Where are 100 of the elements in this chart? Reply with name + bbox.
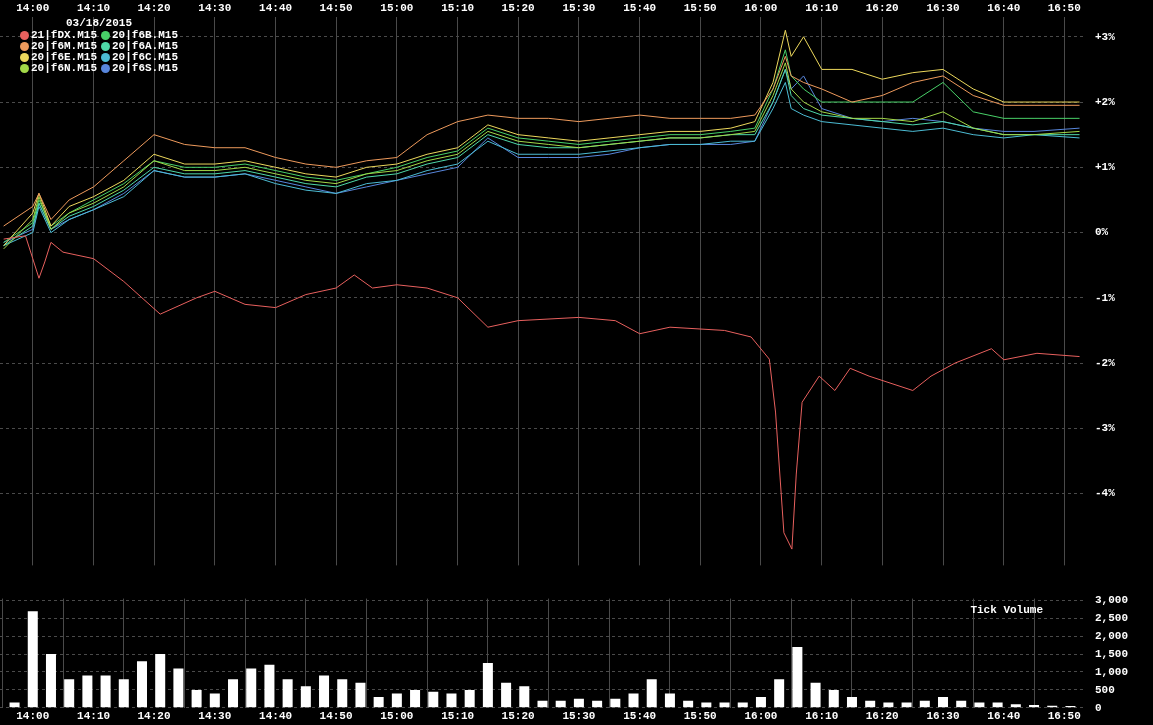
y-tick-label: 3,000 <box>1095 594 1129 607</box>
y-tick-label: 500 <box>1095 683 1115 696</box>
bar <box>264 664 275 708</box>
bar <box>282 679 293 708</box>
legend-label: 20|f6N.M15 <box>31 62 98 74</box>
x-tick-label: 16:30 <box>926 710 960 723</box>
bar <box>482 663 493 708</box>
x-tick-label: 15:50 <box>683 2 717 15</box>
bar <box>9 702 20 708</box>
bar <box>792 646 803 708</box>
x-tick-label: 15:40 <box>623 710 657 723</box>
legend-label: 20|f6M.M15 <box>31 40 98 52</box>
bar <box>737 702 748 708</box>
legend-label: 20|f6C.M15 <box>112 51 179 63</box>
bar <box>774 679 785 708</box>
bar <box>428 691 439 708</box>
y-tick-label: 2,500 <box>1095 612 1129 625</box>
y-tick-label: 1,000 <box>1095 665 1129 678</box>
y-tick-label: -3% <box>1095 422 1116 435</box>
x-tick-label: 15:30 <box>562 710 596 723</box>
bar <box>519 686 530 708</box>
bar <box>610 698 621 708</box>
x-tick-label: 14:00 <box>16 2 50 15</box>
bar <box>228 679 239 708</box>
y-tick-label: +2% <box>1095 95 1116 108</box>
legend-label: 21|fDX.M15 <box>31 29 98 41</box>
annotation: Tick Volume <box>970 603 1044 616</box>
bar <box>118 679 129 708</box>
bar <box>683 700 694 708</box>
legend-label: 20|f6B.M15 <box>112 29 179 41</box>
bar <box>27 611 38 708</box>
x-tick-label: 14:00 <box>16 710 50 723</box>
bar <box>136 661 147 708</box>
x-tick-label: 15:30 <box>562 2 596 15</box>
x-tick-label: 16:30 <box>926 2 960 15</box>
bar <box>701 702 712 708</box>
x-tick-label: 15:10 <box>441 2 475 15</box>
x-tick-label: 16:00 <box>744 710 778 723</box>
x-tick-label: 15:50 <box>683 710 717 723</box>
bar <box>319 675 330 708</box>
bar <box>82 675 93 708</box>
legend-label: 20|f6E.M15 <box>31 51 98 63</box>
x-tick-label: 14:40 <box>259 710 293 723</box>
bar <box>355 682 366 708</box>
bar <box>573 698 584 708</box>
bar <box>938 697 949 708</box>
bar <box>974 702 985 708</box>
y-tick-label: 1,500 <box>1095 647 1129 660</box>
y-tick-label: 2,000 <box>1095 629 1129 642</box>
x-tick-label: 14:40 <box>259 2 293 15</box>
bar <box>628 693 639 708</box>
bar <box>1010 704 1021 708</box>
x-tick-label: 15:10 <box>441 710 475 723</box>
bar <box>555 700 566 708</box>
x-tick-label: 16:40 <box>987 710 1021 723</box>
y-tick-label: 0% <box>1095 226 1109 239</box>
bar <box>883 702 894 708</box>
bar <box>846 697 857 708</box>
x-tick-label: 15:00 <box>380 710 414 723</box>
bar <box>592 700 603 708</box>
bar <box>391 693 402 708</box>
legend-label: 20|f6S.M15 <box>112 62 179 74</box>
bar <box>828 689 839 708</box>
y-tick-label: +1% <box>1095 161 1116 174</box>
x-tick-label: 15:40 <box>623 2 657 15</box>
x-tick-label: 15:00 <box>380 2 414 15</box>
bar <box>755 697 766 708</box>
x-tick-label: 14:10 <box>77 710 111 723</box>
bar <box>155 654 166 708</box>
x-tick-label: 16:10 <box>805 2 839 15</box>
x-tick-label: 14:30 <box>198 710 232 723</box>
x-tick-label: 16:40 <box>987 2 1021 15</box>
bar <box>191 689 202 708</box>
x-tick-label: 15:20 <box>501 2 535 15</box>
bar <box>173 668 184 708</box>
legend-title: 03/18/2015 <box>65 17 133 29</box>
legend-label: 20|f6A.M15 <box>112 40 179 52</box>
bar <box>373 697 384 708</box>
bar <box>992 702 1003 708</box>
y-tick-label: 0 <box>1095 701 1102 714</box>
bar <box>246 668 257 708</box>
bar <box>901 702 912 708</box>
bar <box>464 689 475 708</box>
x-tick-label: 14:50 <box>319 2 353 15</box>
x-tick-label: 16:50 <box>1047 710 1081 723</box>
bar <box>719 702 730 708</box>
bar <box>501 682 512 708</box>
bar <box>664 693 675 708</box>
bar <box>45 654 56 708</box>
x-tick-label: 14:20 <box>137 2 171 15</box>
bar <box>300 686 311 708</box>
x-tick-label: 16:00 <box>744 2 778 15</box>
bar <box>919 700 930 708</box>
x-tick-label: 15:20 <box>501 710 535 723</box>
x-tick-label: 16:20 <box>865 710 899 723</box>
bar <box>956 700 967 708</box>
bar <box>64 679 75 708</box>
y-tick-label: -4% <box>1095 487 1116 500</box>
x-tick-label: 14:10 <box>77 2 111 15</box>
bar <box>537 700 548 708</box>
